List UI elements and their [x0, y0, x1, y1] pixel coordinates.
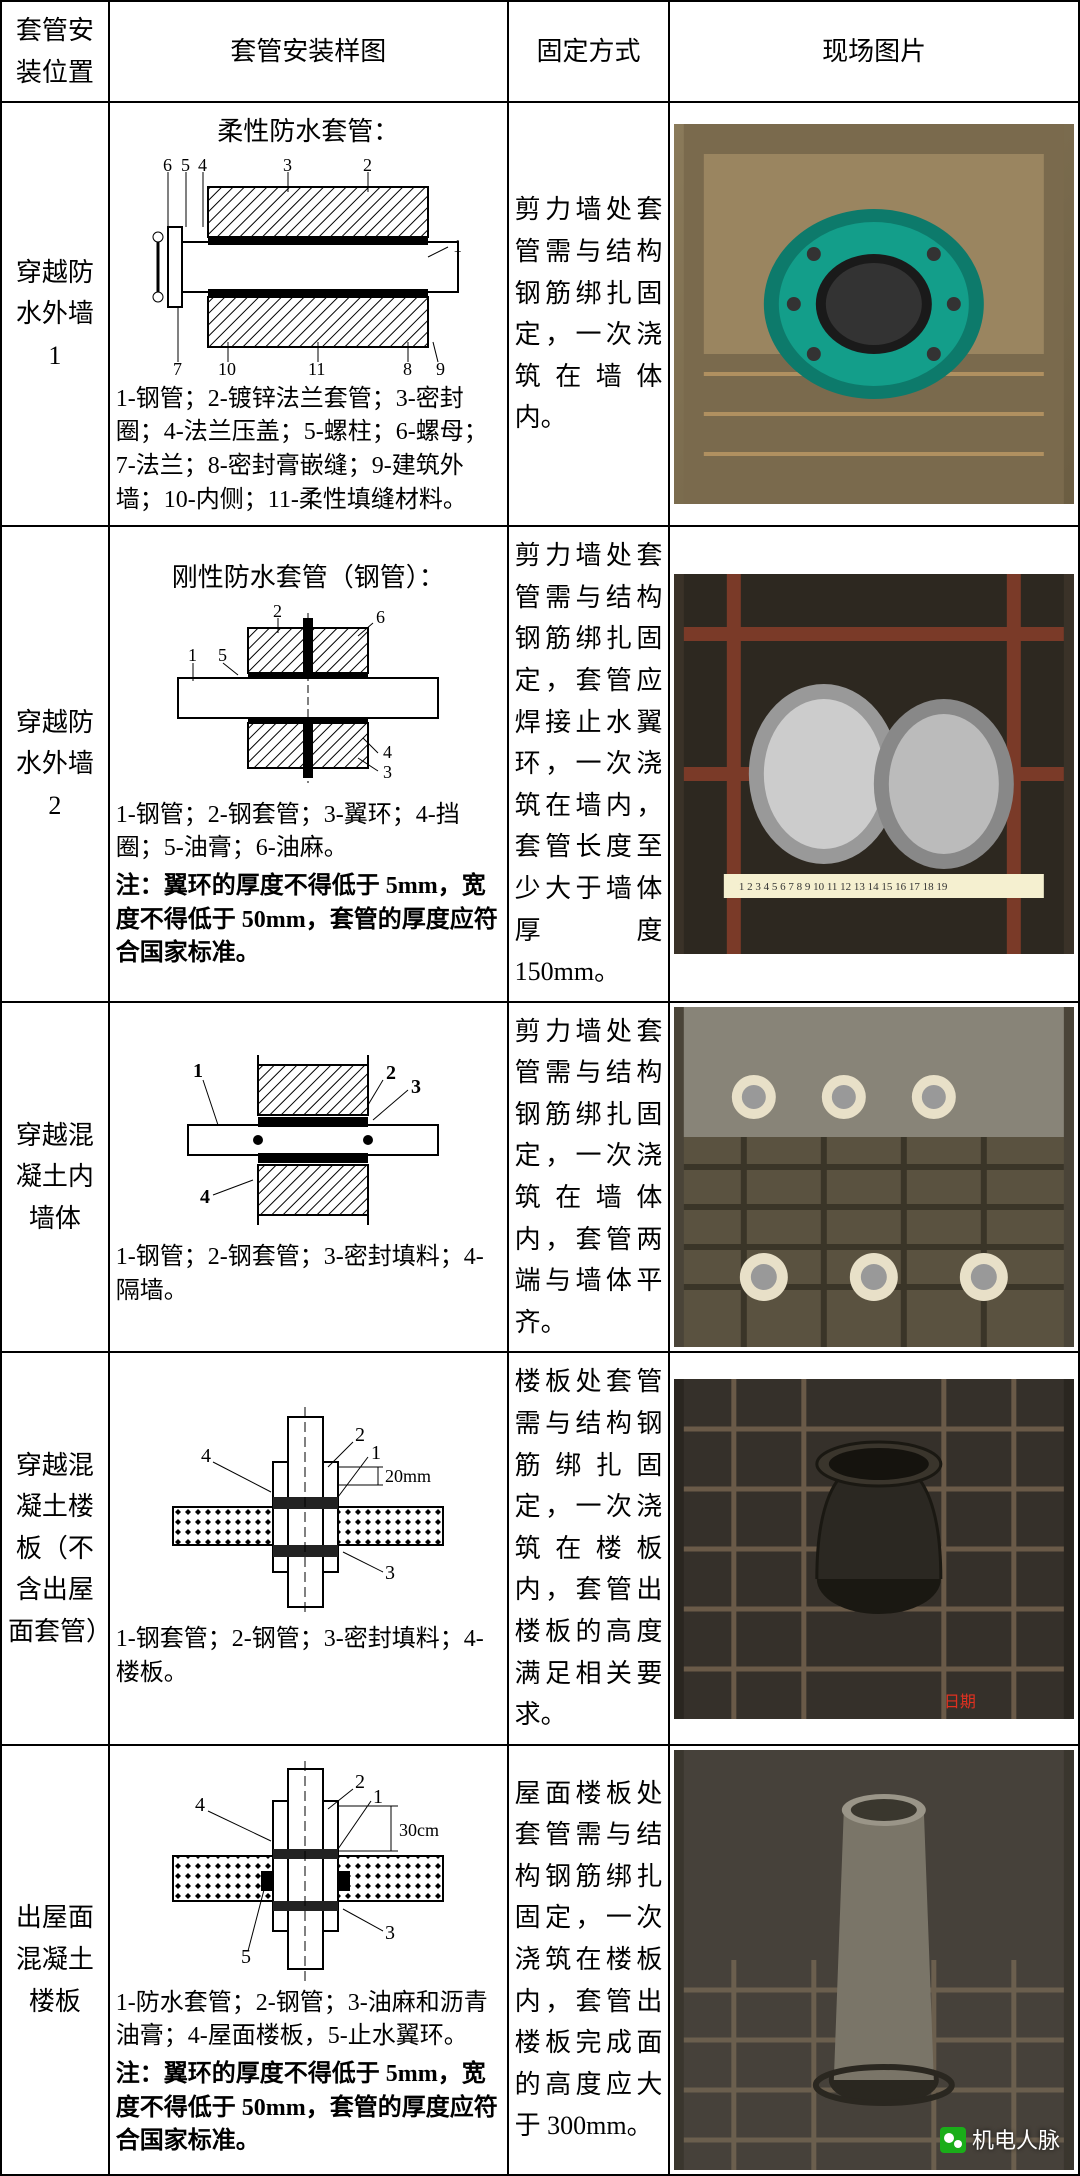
svg-text:1: 1 [373, 1786, 383, 1808]
site-photo-1 [674, 124, 1074, 504]
pos-cell: 穿越防水外墙 1 [1, 102, 109, 526]
svg-text:1 2 3 4 5 6 7 8 9 10 11 12 13: 1 2 3 4 5 6 7 8 9 10 11 12 13 14 15 16 1… [739, 881, 948, 893]
sleeve-install-table: 套管安装位置 套管安装样图 固定方式 现场图片 穿越防水外墙 1 柔性防水套管： [0, 0, 1080, 2176]
svg-text:9: 9 [436, 359, 445, 377]
svg-text:6: 6 [376, 607, 385, 627]
table-row: 穿越防水外墙 1 柔性防水套管： [1, 102, 1079, 526]
floor-slab-sleeve-diagram: 4 2 1 3 20mm [153, 1407, 463, 1617]
diagram-note: 注：翼环的厚度不得低于 5mm，宽度不得低于 50mm，套管的厚度应符合国家标准… [116, 870, 501, 971]
diagram-cell: 刚性防水套管（钢管）： [109, 526, 508, 1002]
pos-cell: 穿越混凝土内墙体 [1, 1002, 109, 1353]
fix-cell: 剪力墙处套管需与结构钢筋绑扎固定，一次浇筑在墙体内。 [508, 102, 670, 526]
header-pos: 套管安装位置 [1, 1, 109, 102]
diagram-legend: 1-防水套管；2-钢管；3-油麻和沥青油膏；4-屋面楼板，5-止水翼环。 [116, 1987, 501, 2054]
svg-text:4: 4 [195, 1794, 205, 1816]
wechat-icon [940, 2127, 966, 2153]
diagram-cell: 4 2 1 3 20mm 1-钢套管；2-钢管；3-密封填料；4-楼板。 [109, 1352, 508, 1744]
site-photo-4: 日期 [674, 1379, 1074, 1719]
photo-cell [669, 1002, 1079, 1353]
svg-text:4: 4 [198, 157, 207, 175]
svg-text:4: 4 [201, 1445, 211, 1467]
diagram-title: 刚性防水套管（钢管）： [116, 557, 501, 599]
diagram-legend: 1-钢管；2-钢套管；3-密封填料；4-隔墙。 [116, 1241, 501, 1308]
svg-text:2: 2 [363, 157, 372, 175]
svg-text:3: 3 [385, 1922, 395, 1944]
diagram-legend: 1-钢管；2-钢套管；3-翼环；4-挡圈；5-油膏；6-油麻。 [116, 799, 501, 866]
svg-text:10: 10 [218, 359, 236, 377]
svg-text:1: 1 [193, 1060, 203, 1082]
watermark: 机电人脉 [940, 2123, 1060, 2158]
table-header-row: 套管安装位置 套管安装样图 固定方式 现场图片 [1, 1, 1079, 102]
diagram-cell: 1 2 3 4 1-钢管；2-钢套管；3-密封填料；4-隔墙。 [109, 1002, 508, 1353]
svg-text:2: 2 [355, 1424, 365, 1446]
fix-cell: 楼板处套管需与结构钢筋绑扎固定，一次浇筑在楼板内，套管出楼板的高度满足相关要求。 [508, 1352, 670, 1744]
photo-cell: 日期 [669, 1352, 1079, 1744]
site-photo-3 [674, 1007, 1074, 1347]
svg-text:5: 5 [241, 1946, 251, 1968]
svg-text:日期: 日期 [944, 1693, 976, 1711]
site-photo-5 [674, 1750, 1074, 2170]
table-row: 出屋面混凝土楼板 [1, 1745, 1079, 2175]
watermark-text: 机电人脉 [972, 2123, 1060, 2158]
svg-text:5: 5 [181, 157, 190, 175]
flexible-sleeve-diagram: 6 5 4 3 2 1 7 10 11 8 9 [138, 157, 478, 377]
svg-text:8: 8 [403, 359, 412, 377]
pos-cell: 穿越混凝土楼板（不含出屋面套管） [1, 1352, 109, 1744]
photo-cell: 机电人脉 [669, 1745, 1079, 2175]
header-diagram: 套管安装样图 [109, 1, 508, 102]
fix-cell: 剪力墙处套管需与结构钢筋绑扎固定，一次浇筑在墙体内，套管两端与墙体平齐。 [508, 1002, 670, 1353]
svg-text:7: 7 [173, 359, 182, 377]
fix-cell: 剪力墙处套管需与结构钢筋绑扎固定，套管应焊接止水翼环，一次浇筑在墙内，套管长度至… [508, 526, 670, 1002]
rigid-sleeve-diagram: 1 5 2 6 4 3 [158, 603, 458, 793]
diagram-legend: 1-钢套管；2-钢管；3-密封填料；4-楼板。 [116, 1623, 501, 1690]
site-photo-2: 1 2 3 4 5 6 7 8 9 10 11 12 13 14 15 16 1… [674, 574, 1074, 954]
svg-text:1: 1 [371, 1442, 381, 1464]
pos-cell: 出屋面混凝土楼板 [1, 1745, 109, 2175]
svg-text:20mm: 20mm [385, 1466, 431, 1486]
diagram-cell: 4 2 1 3 5 30cm 1-防水套管；2-钢管；3-油麻和沥青油膏；4-屋… [109, 1745, 508, 2175]
header-photo: 现场图片 [669, 1, 1079, 102]
diagram-note: 注：翼环的厚度不得低于 5mm，宽度不得低于 50mm，套管的厚度应符合国家标准… [116, 2058, 501, 2159]
svg-text:3: 3 [385, 1562, 395, 1584]
table-row: 穿越混凝土楼板（不含出屋面套管） [1, 1352, 1079, 1744]
svg-text:2: 2 [355, 1771, 365, 1793]
svg-text:6: 6 [163, 157, 172, 175]
svg-text:1: 1 [188, 645, 197, 665]
header-fix: 固定方式 [508, 1, 670, 102]
table-row: 穿越混凝土内墙体 [1, 1002, 1079, 1353]
svg-text:30cm: 30cm [399, 1820, 439, 1840]
svg-text:2: 2 [386, 1062, 396, 1084]
photo-cell [669, 102, 1079, 526]
photo-cell: 1 2 3 4 5 6 7 8 9 10 11 12 13 14 15 16 1… [669, 526, 1079, 1002]
svg-text:3: 3 [283, 157, 292, 175]
roof-slab-sleeve-diagram: 4 2 1 3 5 30cm [153, 1761, 463, 1981]
svg-text:1: 1 [453, 236, 462, 256]
svg-text:11: 11 [308, 359, 325, 377]
inner-wall-sleeve-diagram: 1 2 3 4 [158, 1045, 458, 1235]
diagram-legend: 1-钢管；2-镀锌法兰套管；3-密封圈；4-法兰压盖；5-螺柱；6-螺母；7-法… [116, 383, 501, 517]
svg-text:4: 4 [200, 1186, 210, 1208]
svg-text:3: 3 [383, 762, 392, 782]
table-row: 穿越防水外墙 2 刚性防水套管（钢管）： [1, 526, 1079, 1002]
svg-text:2: 2 [273, 603, 282, 621]
svg-text:3: 3 [411, 1076, 421, 1098]
svg-text:5: 5 [218, 645, 227, 665]
diagram-title: 柔性防水套管： [116, 111, 501, 153]
svg-text:4: 4 [383, 742, 392, 762]
diagram-cell: 柔性防水套管： [109, 102, 508, 526]
pos-cell: 穿越防水外墙 2 [1, 526, 109, 1002]
fix-cell: 屋面楼板处套管需与结构钢筋绑扎固定，一次浇筑在楼板内，套管出楼板完成面的高度应大… [508, 1745, 670, 2175]
